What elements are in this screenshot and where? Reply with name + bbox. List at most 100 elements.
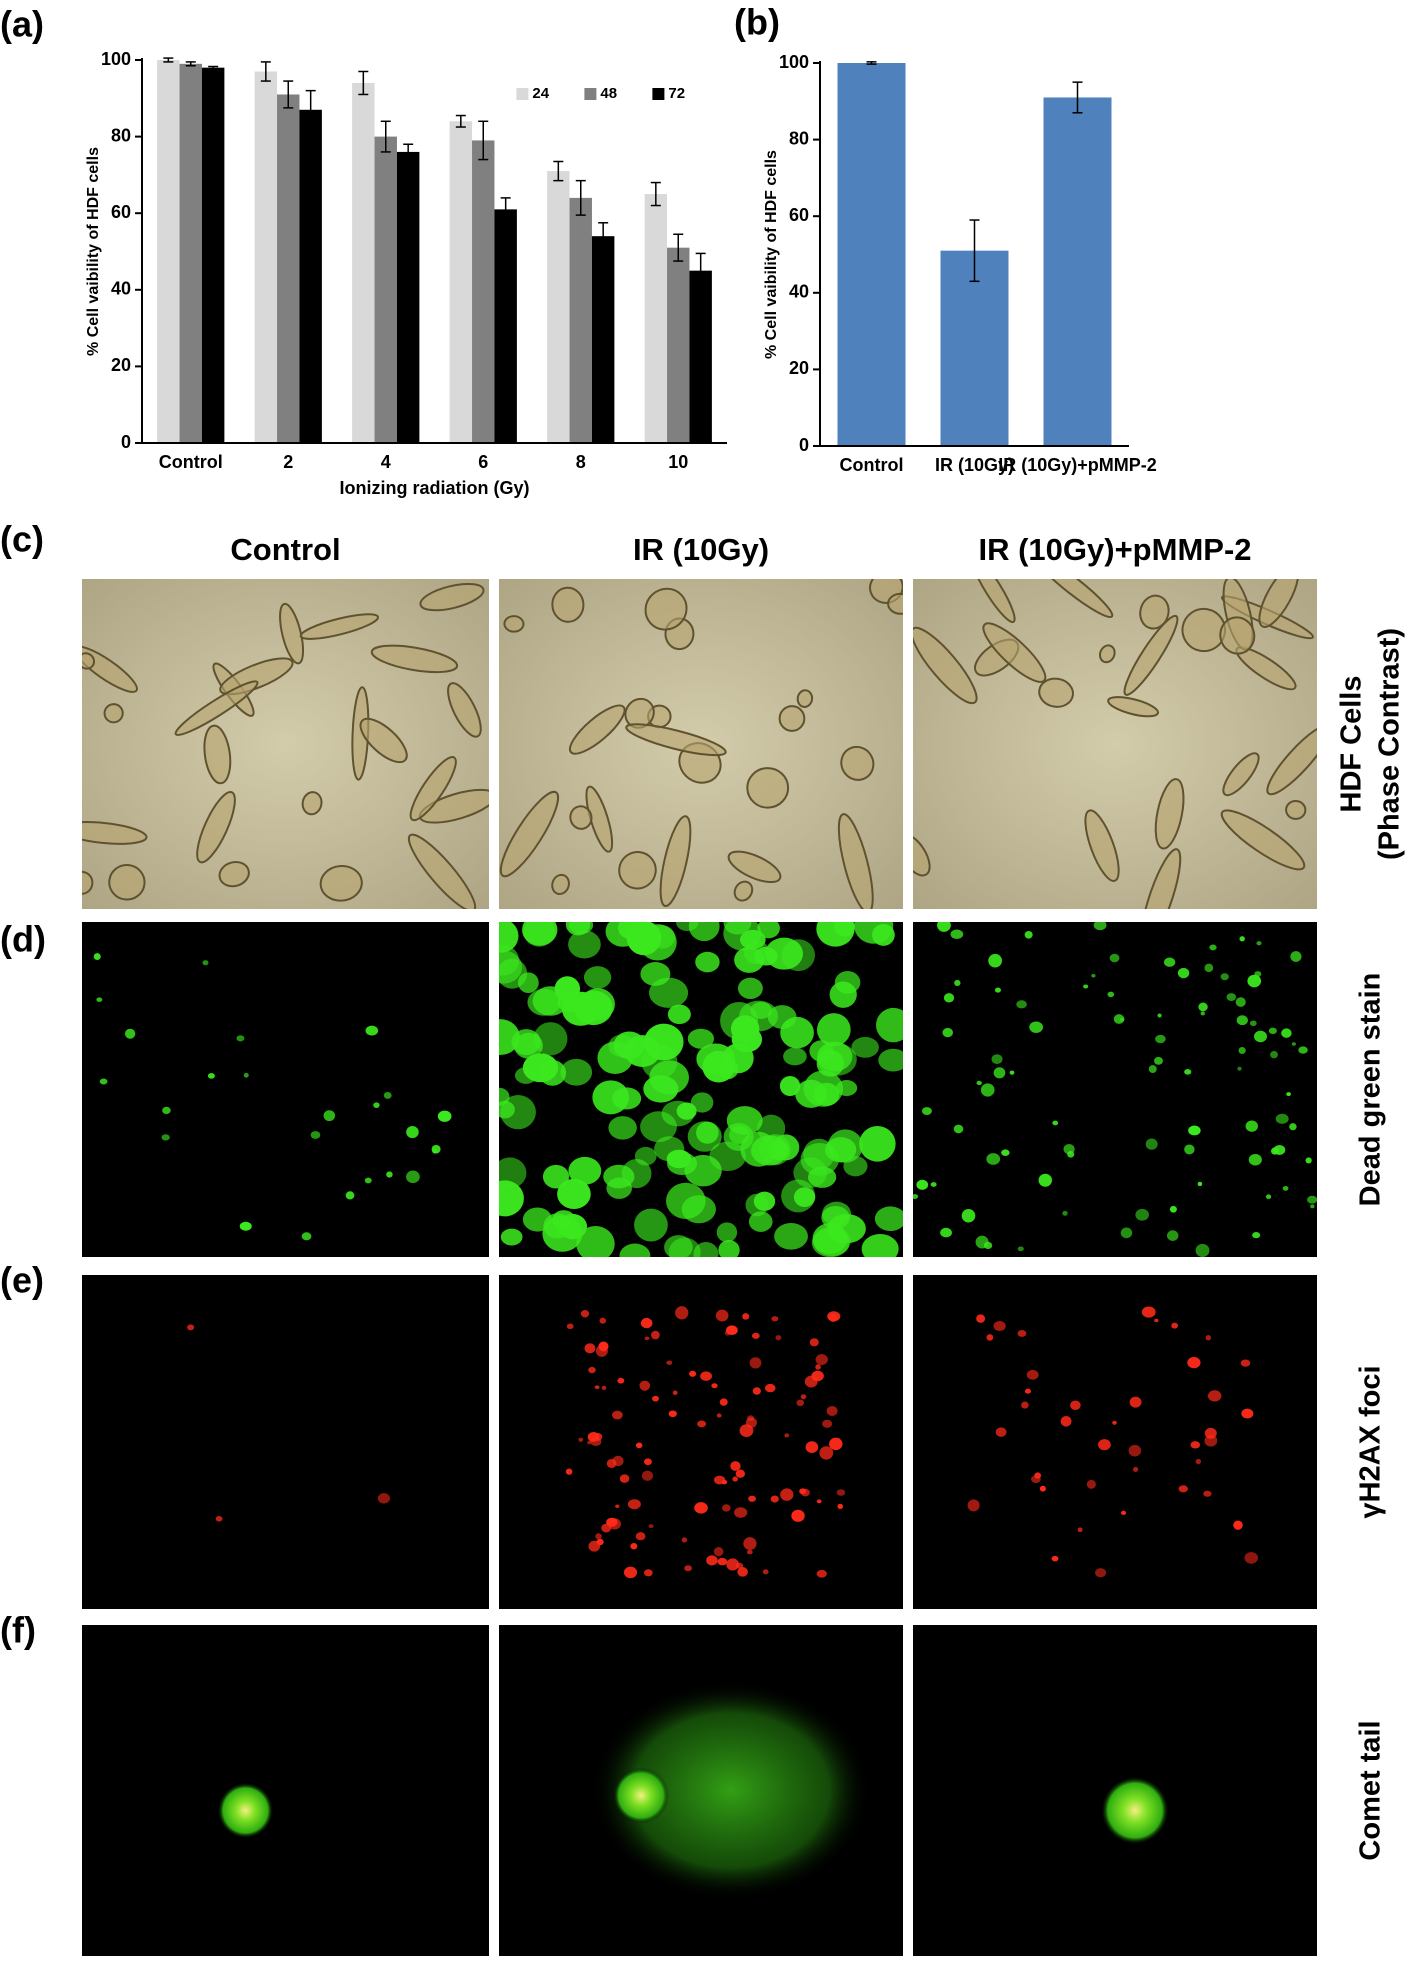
stain-dot xyxy=(1163,957,1176,967)
micrograph-content xyxy=(913,1275,1317,1609)
y-axis-label: % Cell vaibility of HDF cells xyxy=(763,150,780,359)
stain-dot xyxy=(953,1124,964,1134)
stain-dot xyxy=(1039,1485,1046,1492)
micrograph-content xyxy=(499,922,903,1257)
stain-dot xyxy=(619,1243,651,1257)
stain-dot xyxy=(584,1343,596,1354)
x-tick-label: 2 xyxy=(283,452,293,472)
stain-dot xyxy=(1256,941,1262,946)
stain-dot xyxy=(377,1493,390,1504)
micrograph xyxy=(499,1275,903,1609)
stain-dot xyxy=(940,1227,952,1238)
cell xyxy=(625,723,727,757)
stain-dot xyxy=(697,1420,707,1428)
stain-dot xyxy=(816,1569,827,1578)
stain-dot xyxy=(821,1205,850,1230)
x-tick-label: 4 xyxy=(381,452,391,472)
panel-label: (d) xyxy=(0,919,46,960)
stain-dot xyxy=(649,977,689,1008)
stain-dot xyxy=(1197,1181,1203,1187)
stain-dot xyxy=(1178,1485,1188,1493)
error-bar xyxy=(455,114,466,128)
stain-dot xyxy=(611,1410,623,1420)
cell xyxy=(796,689,814,708)
stain-dot xyxy=(1253,1030,1268,1043)
stain-dot xyxy=(499,1157,527,1189)
stain-dot xyxy=(851,1036,879,1058)
stain-dot xyxy=(1310,1204,1315,1209)
stain-dot xyxy=(406,1126,419,1139)
cell xyxy=(219,657,294,696)
cell xyxy=(299,613,380,640)
error-bar xyxy=(478,120,489,161)
stain-dot xyxy=(554,976,581,1002)
legend-label: 24 xyxy=(532,85,549,102)
comet-head xyxy=(613,1767,669,1824)
stain-dot xyxy=(1220,973,1229,981)
micrograph-content xyxy=(913,1625,1317,1956)
cell xyxy=(1107,696,1160,718)
error-bar xyxy=(260,61,271,82)
cell xyxy=(727,850,782,884)
stain-dot xyxy=(568,930,601,959)
error-bar xyxy=(185,61,196,67)
stain-dot xyxy=(993,1320,1006,1332)
stain-dot xyxy=(1038,1173,1052,1187)
stain-dot xyxy=(1205,1334,1212,1341)
cell xyxy=(970,579,1016,624)
micrograph-content xyxy=(499,579,903,909)
stain-dot xyxy=(1190,1441,1201,1449)
cell xyxy=(279,602,305,665)
stain-dot xyxy=(779,1075,801,1097)
bar xyxy=(472,140,495,443)
stain-dot xyxy=(1198,1002,1208,1012)
cell xyxy=(108,864,146,901)
micrograph xyxy=(913,1275,1317,1609)
stain-dot xyxy=(648,1524,654,1529)
stain-dot xyxy=(1141,1306,1156,1318)
micrograph xyxy=(913,1625,1317,1956)
error-bar xyxy=(358,70,369,96)
cell xyxy=(1139,594,1170,630)
stain-dot xyxy=(734,946,765,973)
stain-dot xyxy=(499,922,519,953)
stain-dot xyxy=(511,1029,541,1056)
cell xyxy=(174,680,259,736)
stain-dot xyxy=(499,1087,510,1106)
stain-dot xyxy=(1024,1388,1031,1394)
stain-dot xyxy=(1135,1208,1149,1221)
stain-dot xyxy=(700,1371,712,1381)
stain-dot xyxy=(612,1087,642,1110)
legend-label: 72 xyxy=(668,85,685,102)
stain-dot xyxy=(1195,1458,1202,1465)
stain-dot xyxy=(735,1469,746,1478)
stain-dot xyxy=(1157,1013,1162,1018)
stain-dot xyxy=(499,1180,524,1217)
cell xyxy=(1258,579,1300,628)
stain-dot xyxy=(1247,974,1262,988)
stain-dot xyxy=(1249,1020,1257,1027)
stain-dot xyxy=(623,1566,638,1579)
stain-dot xyxy=(713,1547,724,1557)
stain-dot xyxy=(780,1488,794,1501)
micrograph xyxy=(82,1275,489,1609)
stain-dot xyxy=(666,1149,692,1169)
stain-dot xyxy=(1226,993,1237,1001)
stain-dot xyxy=(726,1558,740,1571)
stain-dot xyxy=(1245,1120,1258,1132)
stain-dot xyxy=(1203,1490,1212,1497)
micrograph-bg xyxy=(82,1625,489,1956)
stain-dot xyxy=(675,922,699,932)
stain-dot xyxy=(1204,1427,1217,1439)
stain-dot xyxy=(635,1532,646,1541)
micrograph xyxy=(499,1625,903,1956)
stain-dot xyxy=(675,1306,689,1320)
stain-dot xyxy=(202,960,209,966)
row-label: Dead green stain xyxy=(1355,973,1387,1207)
stain-dot xyxy=(816,1499,822,1504)
stain-dot xyxy=(1184,1144,1195,1155)
stain-dot xyxy=(681,1537,688,1543)
stain-dot xyxy=(1031,1475,1041,1484)
bar xyxy=(277,94,300,443)
